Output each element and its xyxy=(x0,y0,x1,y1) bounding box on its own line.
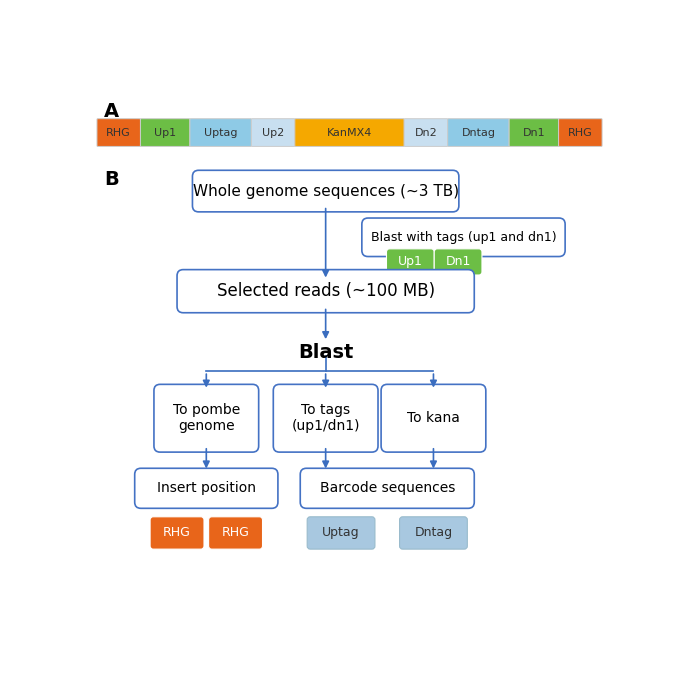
Text: To tags
(up1/dn1): To tags (up1/dn1) xyxy=(291,403,360,433)
FancyBboxPatch shape xyxy=(509,119,559,146)
FancyBboxPatch shape xyxy=(400,517,467,549)
FancyBboxPatch shape xyxy=(307,517,375,549)
FancyBboxPatch shape xyxy=(252,119,295,146)
Text: Whole genome sequences (~3 TB): Whole genome sequences (~3 TB) xyxy=(192,184,459,198)
Text: Dn1: Dn1 xyxy=(445,255,471,269)
Text: To pombe
genome: To pombe genome xyxy=(173,403,240,433)
Text: To kana: To kana xyxy=(407,412,460,425)
Text: RHG: RHG xyxy=(568,128,593,137)
Text: Barcode sequences: Barcode sequences xyxy=(320,482,455,496)
Text: RHG: RHG xyxy=(222,527,250,539)
FancyBboxPatch shape xyxy=(295,119,404,146)
Text: Uptag: Uptag xyxy=(322,527,360,539)
Text: B: B xyxy=(104,169,119,189)
Text: Dntag: Dntag xyxy=(415,527,453,539)
FancyBboxPatch shape xyxy=(190,119,252,146)
Text: Selected reads (~100 MB): Selected reads (~100 MB) xyxy=(217,282,434,301)
Text: Dn1: Dn1 xyxy=(522,128,545,137)
Text: RHG: RHG xyxy=(106,128,131,137)
FancyBboxPatch shape xyxy=(404,119,447,146)
FancyBboxPatch shape xyxy=(559,119,602,146)
Text: A: A xyxy=(104,102,119,121)
Text: Up1: Up1 xyxy=(154,128,176,137)
FancyBboxPatch shape xyxy=(300,468,474,508)
Text: KanMX4: KanMX4 xyxy=(327,128,372,137)
FancyBboxPatch shape xyxy=(273,384,378,452)
Text: Dn2: Dn2 xyxy=(415,128,437,137)
FancyBboxPatch shape xyxy=(97,119,140,146)
Text: Blast with tags (up1 and dn1): Blast with tags (up1 and dn1) xyxy=(371,231,557,244)
Text: Up2: Up2 xyxy=(262,128,284,137)
FancyBboxPatch shape xyxy=(134,468,278,508)
Text: RHG: RHG xyxy=(163,527,191,539)
Text: Insert position: Insert position xyxy=(157,482,256,496)
FancyBboxPatch shape xyxy=(434,249,482,275)
FancyBboxPatch shape xyxy=(387,249,434,275)
Text: Dntag: Dntag xyxy=(462,128,495,137)
FancyBboxPatch shape xyxy=(362,218,565,257)
FancyBboxPatch shape xyxy=(209,517,263,549)
FancyBboxPatch shape xyxy=(177,270,474,313)
FancyBboxPatch shape xyxy=(154,384,258,452)
FancyBboxPatch shape xyxy=(140,119,190,146)
FancyBboxPatch shape xyxy=(381,384,486,452)
Text: Blast: Blast xyxy=(298,343,353,362)
Text: Up1: Up1 xyxy=(398,255,423,269)
Text: Uptag: Uptag xyxy=(204,128,237,137)
FancyBboxPatch shape xyxy=(447,119,509,146)
FancyBboxPatch shape xyxy=(150,517,204,549)
FancyBboxPatch shape xyxy=(192,170,459,212)
